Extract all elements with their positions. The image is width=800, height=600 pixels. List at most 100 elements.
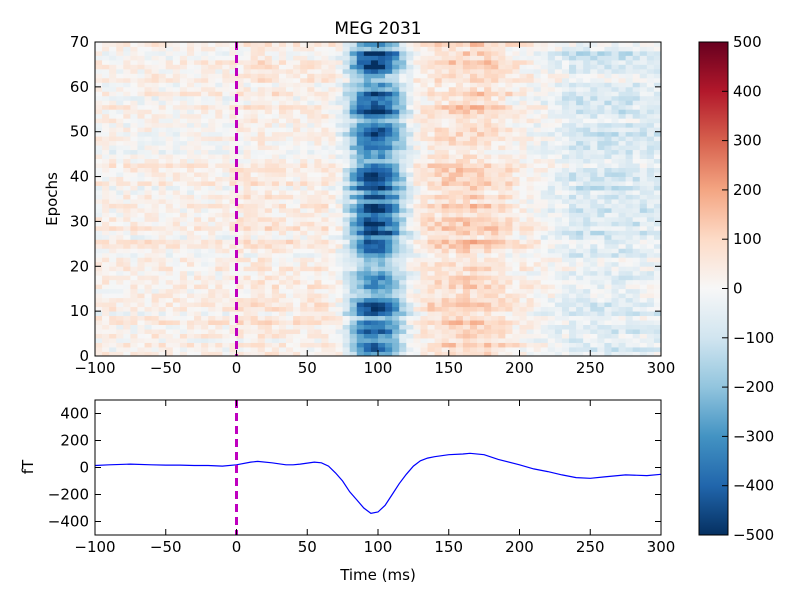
heatmap-cell: [646, 140, 655, 146]
heatmap-cell: [293, 199, 301, 204]
heatmap-cell: [201, 131, 209, 137]
heatmap-cell: [639, 284, 648, 290]
heatmap-cell: [250, 181, 259, 186]
heatmap-cell: [569, 127, 577, 133]
heatmap-cell: [236, 131, 244, 137]
heatmap-cell: [469, 118, 478, 124]
heatmap-cell: [469, 216, 478, 222]
heatmap-cell: [448, 181, 457, 186]
heatmap-cell: [151, 145, 160, 151]
heatmap-cell: [300, 324, 308, 330]
heatmap-cell: [194, 131, 202, 137]
heatmap-cell: [95, 95, 103, 101]
heatmap-cell: [158, 176, 167, 182]
heatmap-cell: [307, 338, 315, 343]
heatmap-cell: [448, 109, 457, 115]
heatmap-cell: [477, 100, 485, 106]
heatmap-cell: [540, 284, 549, 290]
heatmap-cell: [448, 257, 457, 263]
heatmap-cell: [151, 104, 160, 110]
heatmap-cell: [314, 243, 322, 249]
heatmap-cell: [123, 77, 131, 83]
heatmap-cell: [484, 333, 492, 339]
heatmap-cell: [307, 203, 315, 209]
heatmap-cell: [491, 95, 499, 101]
heatmap-cell: [264, 315, 273, 321]
heatmap-cell: [151, 302, 160, 308]
heatmap-cell: [172, 73, 181, 79]
heatmap-cell: [561, 158, 570, 164]
heatmap-cell: [604, 302, 612, 308]
heatmap-cell: [413, 221, 421, 227]
heatmap-cell: [250, 203, 259, 209]
heatmap-cell: [625, 95, 634, 101]
heatmap-cell: [349, 104, 358, 110]
heatmap-cell: [420, 172, 428, 177]
heatmap-cell: [95, 100, 103, 106]
heatmap-cell: [498, 163, 506, 168]
heatmap-cell: [392, 145, 400, 151]
heatmap-cell: [208, 239, 216, 245]
heatmap-cell: [406, 167, 414, 173]
heatmap-cell: [547, 284, 556, 290]
heatmap-cell: [236, 199, 244, 204]
heatmap-cell: [307, 149, 315, 155]
heatmap-cell: [533, 338, 542, 343]
heatmap-cell: [356, 100, 365, 106]
heatmap-cell: [505, 266, 513, 272]
heatmap-cell: [271, 109, 280, 115]
heatmap-cell: [264, 288, 273, 294]
heatmap-cell: [434, 270, 443, 276]
heatmap-cell: [151, 293, 160, 299]
heatmap-cell: [632, 288, 641, 294]
heatmap-cell: [554, 243, 563, 249]
heatmap-cell: [462, 351, 471, 357]
heatmap-cell: [604, 324, 612, 330]
heatmap-cell: [632, 154, 641, 160]
heatmap-cell: [179, 333, 188, 339]
heatmap-cell: [590, 131, 598, 137]
heatmap-cell: [314, 261, 322, 267]
heatmap-cell: [505, 261, 513, 267]
heatmap-cell: [576, 95, 584, 101]
heatmap-cell: [278, 118, 287, 124]
heatmap-cell: [349, 329, 358, 334]
heatmap-cell: [597, 154, 605, 160]
heatmap-cell: [406, 127, 414, 133]
heatmap-cell: [385, 154, 393, 160]
heatmap-cell: [576, 172, 584, 177]
heatmap-cell: [561, 154, 570, 160]
heatmap-cell: [441, 248, 450, 254]
heatmap-cell: [250, 194, 259, 200]
heatmap-cell: [533, 100, 542, 106]
heatmap-cell: [222, 239, 230, 245]
heatmap-cell: [130, 203, 138, 209]
heatmap-cell: [547, 324, 556, 330]
heatmap-cell: [172, 257, 181, 263]
heatmap-cell: [653, 297, 662, 303]
heatmap-cell: [314, 109, 322, 115]
heatmap-cell: [413, 77, 421, 83]
heatmap-cell: [349, 77, 358, 83]
heatmap-cell: [186, 252, 195, 258]
heatmap-cell: [625, 338, 634, 343]
heatmap-cell: [533, 199, 542, 204]
heatmap-cell: [406, 239, 414, 245]
heatmap-cell: [300, 149, 308, 155]
heatmap-cell: [194, 266, 202, 272]
heatmap-cell: [434, 77, 443, 83]
heatmap-cell: [165, 270, 174, 276]
heatmap-cell: [102, 239, 110, 245]
heatmap-cell: [257, 167, 266, 173]
heatmap-cell: [569, 275, 577, 281]
heatmap-cell: [271, 297, 280, 303]
heatmap-cell: [441, 82, 450, 88]
heatmap-cell: [590, 181, 598, 186]
heatmap-cell: [342, 351, 351, 357]
heatmap-cell: [590, 207, 598, 213]
heatmap-cell: [604, 104, 612, 110]
heatmap-cell: [455, 216, 464, 222]
heatmap-cell: [102, 109, 110, 115]
heatmap-cell: [321, 266, 329, 272]
heatmap-cell: [151, 338, 160, 343]
